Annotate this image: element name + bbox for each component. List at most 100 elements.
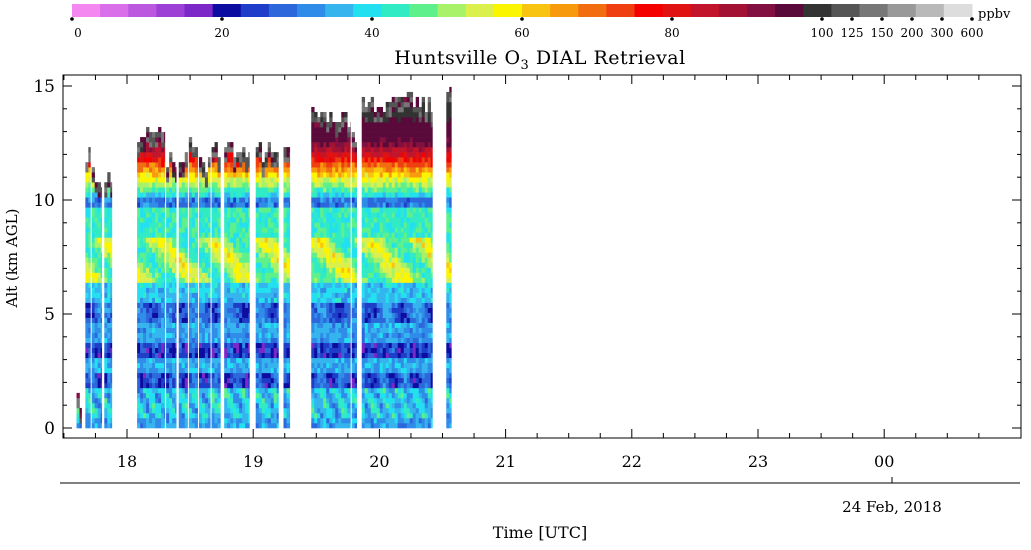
heat-cell (140, 307, 144, 313)
heat-cell (191, 382, 196, 389)
heat-cell (201, 282, 206, 288)
heat-cell (382, 187, 387, 193)
heat-cell (100, 277, 103, 283)
heat-cell (104, 422, 108, 429)
heat-cell (146, 192, 150, 198)
heat-cell (382, 342, 387, 349)
heat-cell (152, 152, 156, 158)
heat-cell (172, 352, 176, 359)
heat-cell (164, 232, 166, 238)
heat-cell (146, 267, 150, 273)
heat-cell (194, 257, 198, 263)
heat-cell (385, 292, 390, 298)
heat-cell (373, 317, 378, 323)
heat-cell (361, 387, 366, 394)
heat-cell (175, 272, 177, 278)
heat-cell (152, 222, 156, 228)
heat-cell (172, 312, 176, 318)
heat-cell (311, 372, 315, 379)
heat-cell (164, 172, 166, 178)
heat-cell (382, 402, 387, 409)
heat-cell (367, 347, 372, 354)
heat-cell (361, 207, 366, 213)
heat-cell (323, 352, 327, 359)
heat-cell (224, 412, 228, 419)
heat-cell (143, 417, 147, 424)
heat-cell (239, 237, 243, 243)
heat-cell (317, 122, 321, 128)
heat-cell (388, 372, 393, 379)
heat-cell (88, 397, 91, 404)
heat-cell (85, 227, 89, 233)
heat-cell (323, 117, 327, 123)
heat-cell (236, 247, 240, 253)
heat-cell (155, 197, 159, 203)
heat-cell (227, 202, 231, 208)
heat-cell (276, 312, 279, 318)
heat-cell (364, 232, 369, 238)
heat-cell (233, 242, 237, 248)
heat-cell (158, 222, 162, 228)
heat-cell (376, 422, 381, 429)
heat-cell (335, 397, 339, 404)
heat-cell (347, 277, 351, 283)
heat-cell (373, 177, 378, 183)
heat-cell (164, 347, 166, 354)
heat-cell (354, 327, 357, 333)
heat-cell (94, 392, 98, 399)
heat-cell (373, 111, 378, 118)
heat-cell (224, 262, 228, 268)
heat-cell (388, 202, 393, 208)
heat-cell (242, 377, 246, 384)
heat-cell (335, 137, 339, 143)
heat-cell (224, 297, 228, 303)
heat-cell (140, 297, 144, 303)
heat-cell (164, 197, 166, 203)
heat-cell (140, 332, 144, 339)
heat-cell (242, 202, 246, 208)
heat-cell (181, 382, 186, 389)
heat-cell (224, 352, 228, 359)
heat-cell (204, 387, 209, 394)
heat-cell (161, 277, 165, 283)
heat-cell (351, 397, 355, 404)
heat-cell (382, 352, 387, 359)
heat-cell (354, 192, 357, 198)
heat-cell (188, 332, 193, 339)
heat-cell (364, 157, 369, 163)
heat-cell (264, 347, 269, 354)
heat-cell (394, 327, 399, 333)
heat-cell (245, 237, 249, 243)
heat-cell (94, 307, 98, 313)
heat-cell (201, 302, 206, 308)
heat-cell (158, 127, 162, 133)
heat-cell (217, 357, 221, 364)
heat-cell (152, 412, 156, 419)
heat-cell (217, 282, 221, 288)
heat-cell (100, 187, 103, 193)
heat-cell (332, 162, 336, 168)
heat-cell (351, 262, 355, 268)
heat-cell (382, 297, 387, 303)
heat-cell (110, 332, 113, 339)
heat-cell (175, 332, 177, 339)
heat-cell (264, 317, 269, 323)
heat-cell (329, 177, 333, 183)
heat-cell (382, 167, 387, 173)
heat-cell (191, 162, 196, 168)
heat-cell (181, 312, 186, 318)
heat-cell (391, 262, 396, 268)
heat-cell (338, 352, 342, 359)
heat-cell (239, 177, 243, 183)
heat-cell (110, 207, 113, 213)
heat-cell (217, 287, 221, 293)
heat-cell (245, 182, 249, 188)
heat-cell (143, 357, 147, 364)
heat-cell (166, 382, 170, 389)
heat-cell (175, 402, 177, 409)
heat-cell (191, 197, 196, 203)
heat-cell (283, 187, 287, 193)
heat-cell (140, 397, 144, 404)
heat-cell (236, 407, 240, 414)
heat-cell (88, 387, 91, 394)
